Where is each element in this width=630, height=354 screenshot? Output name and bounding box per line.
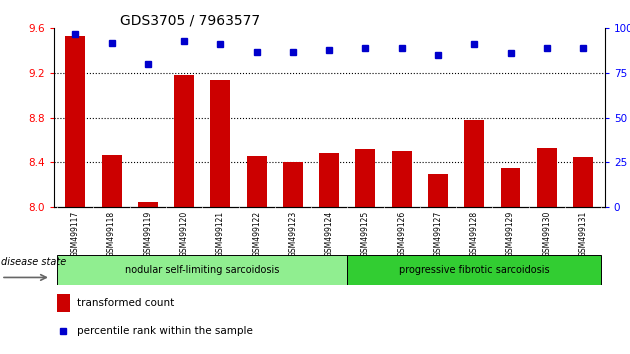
Text: GSM499119: GSM499119 xyxy=(144,211,152,257)
Bar xyxy=(464,120,484,207)
Text: GSM499118: GSM499118 xyxy=(107,211,116,257)
Text: GSM499122: GSM499122 xyxy=(252,211,261,257)
Bar xyxy=(392,151,411,207)
Text: disease state: disease state xyxy=(1,257,66,267)
Text: GSM499128: GSM499128 xyxy=(470,211,479,257)
Text: GSM499131: GSM499131 xyxy=(578,211,588,257)
Bar xyxy=(283,162,303,207)
Bar xyxy=(174,75,194,207)
Text: GSM499117: GSM499117 xyxy=(71,211,80,257)
Bar xyxy=(573,157,593,207)
Text: GSM499121: GSM499121 xyxy=(216,211,225,257)
Bar xyxy=(537,148,557,207)
Bar xyxy=(101,155,122,207)
Text: GSM499125: GSM499125 xyxy=(361,211,370,257)
Bar xyxy=(138,201,158,207)
Bar xyxy=(57,255,347,285)
Text: percentile rank within the sample: percentile rank within the sample xyxy=(77,326,253,336)
Bar xyxy=(57,294,70,313)
Bar xyxy=(428,173,448,207)
Text: progressive fibrotic sarcoidosis: progressive fibrotic sarcoidosis xyxy=(399,265,549,275)
Text: GSM499130: GSM499130 xyxy=(542,211,551,257)
Text: GSM499124: GSM499124 xyxy=(324,211,334,257)
Text: GSM499120: GSM499120 xyxy=(180,211,188,257)
Bar xyxy=(66,36,85,207)
Text: nodular self-limiting sarcoidosis: nodular self-limiting sarcoidosis xyxy=(125,265,280,275)
Bar xyxy=(247,156,266,207)
Bar xyxy=(210,80,231,207)
Text: GDS3705 / 7963577: GDS3705 / 7963577 xyxy=(120,13,260,27)
Bar xyxy=(319,154,339,207)
Bar xyxy=(355,149,375,207)
Text: GSM499123: GSM499123 xyxy=(289,211,297,257)
Text: GSM499129: GSM499129 xyxy=(506,211,515,257)
Text: GSM499126: GSM499126 xyxy=(397,211,406,257)
Bar xyxy=(347,255,601,285)
Bar xyxy=(500,168,520,207)
Text: GSM499127: GSM499127 xyxy=(433,211,442,257)
Text: transformed count: transformed count xyxy=(77,298,174,308)
